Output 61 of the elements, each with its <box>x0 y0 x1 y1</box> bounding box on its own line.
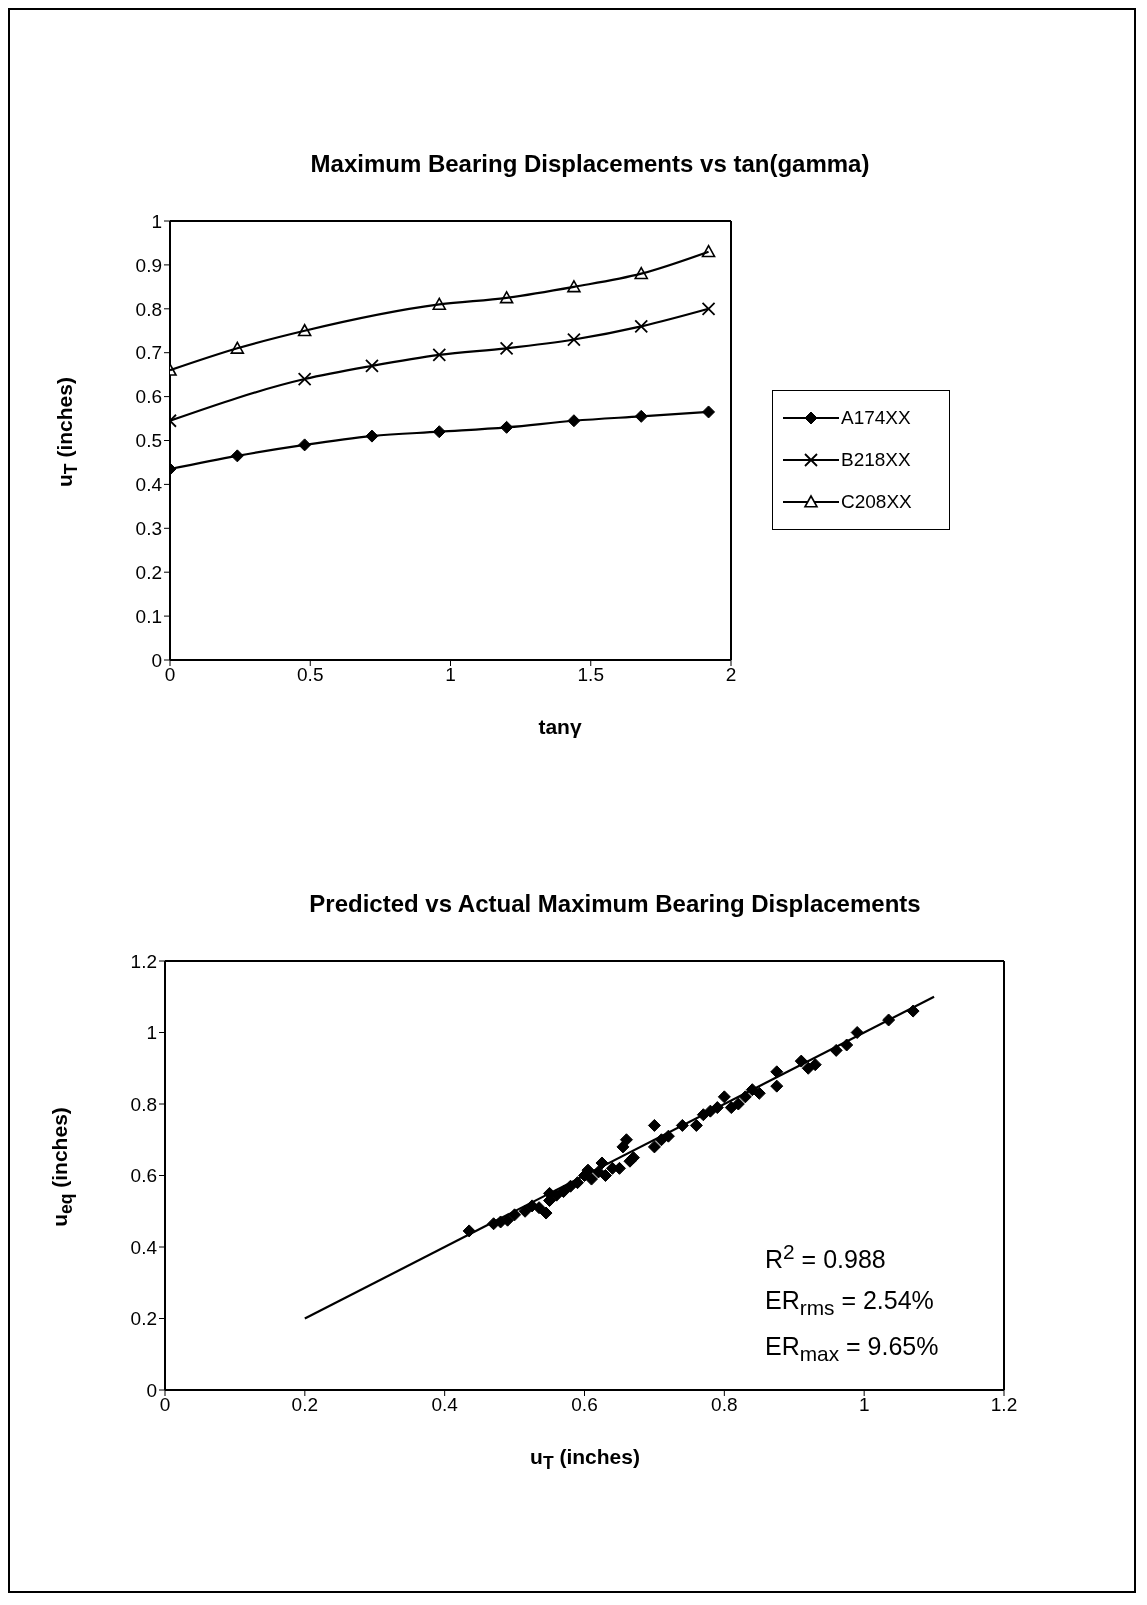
point <box>584 1172 598 1186</box>
y-tick-label: 0.8 <box>130 1093 157 1115</box>
y-tick-label: 0.3 <box>135 518 162 540</box>
annotation: ER$_{max}$ = 9.65% <box>765 1332 939 1366</box>
point <box>647 1140 661 1154</box>
point <box>717 1090 731 1104</box>
y-tick-label: 0.9 <box>135 254 162 276</box>
legend-label: C208XX <box>841 491 912 513</box>
chart-title: Predicted vs Actual Maximum Bearing Displacements <box>308 890 922 918</box>
point <box>499 341 514 356</box>
point <box>297 372 312 386</box>
y-tick-label: 0.6 <box>135 386 162 408</box>
point <box>567 332 581 347</box>
x-tick-label: 1.2 <box>990 1394 1018 1416</box>
y-tick-label: 0.8 <box>135 298 162 320</box>
x-tick-label: 0.8 <box>711 1394 738 1416</box>
y-tick-label: 0 <box>146 1379 157 1401</box>
y-tick-label: 0.4 <box>130 1236 158 1258</box>
annotation: ER$_{rms}$ = 2.54% <box>765 1286 934 1320</box>
point <box>770 1079 784 1093</box>
x-axis-title: tanγ <box>537 715 583 739</box>
point <box>518 1204 532 1218</box>
y-tick-label: 0.1 <box>135 605 162 627</box>
point <box>647 1118 661 1132</box>
y-tick-label: 1.2 <box>130 950 157 972</box>
y-tick-label: 1 <box>151 210 162 232</box>
x-axis-title: u$_{T}$ (inches) <box>529 1445 641 1475</box>
legend-label: B218XX <box>841 449 911 471</box>
point <box>724 1101 738 1115</box>
x-tick-label: 0.6 <box>571 1394 598 1416</box>
point <box>539 1206 553 1220</box>
x-tick-label: 0.5 <box>297 664 324 686</box>
x-tick-label: 2 <box>725 664 737 686</box>
point <box>701 301 716 316</box>
point <box>808 1058 822 1072</box>
x-tick-label: 0.2 <box>291 1394 319 1416</box>
x-tick-label: 1 <box>445 664 456 686</box>
y-tick-label: 0 <box>151 649 162 671</box>
point <box>702 405 716 419</box>
legend-label: A174XX <box>841 407 911 429</box>
point <box>731 1097 745 1111</box>
point <box>598 1169 612 1182</box>
point <box>619 1133 633 1147</box>
point <box>432 348 447 362</box>
x-tick-label: 1.5 <box>577 664 604 686</box>
point <box>634 319 649 334</box>
y-tick-label: 1 <box>146 1022 157 1044</box>
annotation: R$^{2}$ = 0.988 <box>765 1240 886 1275</box>
y-tick-label: 0.2 <box>130 1308 157 1330</box>
point <box>752 1086 766 1100</box>
x-tick-label: 1 <box>858 1394 870 1416</box>
y-tick-label: 0.4 <box>135 474 163 496</box>
point <box>689 1118 703 1132</box>
y-tick-label: 0.5 <box>135 430 162 452</box>
point <box>365 358 379 373</box>
point <box>770 1065 784 1079</box>
y-tick-label: 0.2 <box>135 561 162 583</box>
chart-title: Maximum Bearing Displacements vs tan(gamma) <box>309 150 871 178</box>
y-tick-label: 0.7 <box>135 342 162 364</box>
x-tick-label: 0.4 <box>431 1394 459 1416</box>
y-tick-label: 0.6 <box>130 1165 157 1187</box>
